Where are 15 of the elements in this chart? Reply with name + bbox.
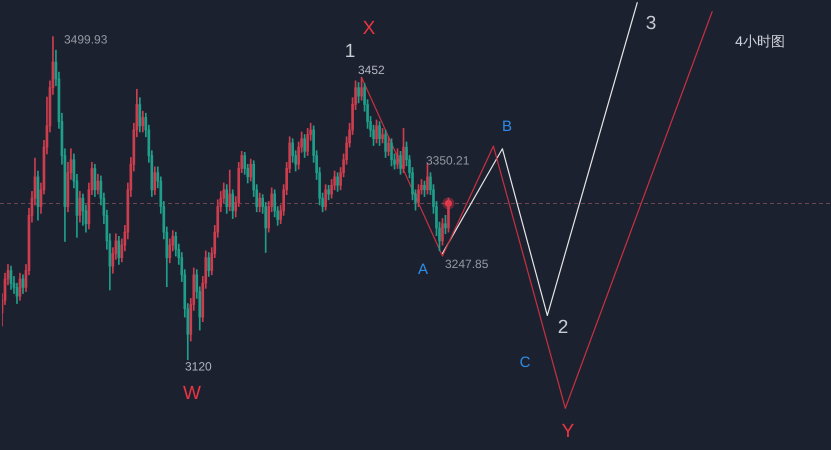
annotation: 2 xyxy=(558,317,568,338)
text: Y xyxy=(562,421,575,442)
annotation: A xyxy=(418,261,428,278)
chart-title: 4小时图 xyxy=(735,32,785,49)
annotation: 3452 xyxy=(358,62,386,77)
text: W xyxy=(183,383,202,404)
annotation: X xyxy=(362,18,376,40)
annotation: C xyxy=(520,354,531,372)
annotation: 3350.21 xyxy=(426,153,470,168)
annotation: B xyxy=(502,118,512,136)
annotation: 3499.93 xyxy=(64,32,108,46)
annotation: 3247.85 xyxy=(445,256,489,271)
text: 3 xyxy=(646,13,656,34)
annotation: 3120 xyxy=(185,359,212,374)
annotation: 1 xyxy=(344,41,356,62)
